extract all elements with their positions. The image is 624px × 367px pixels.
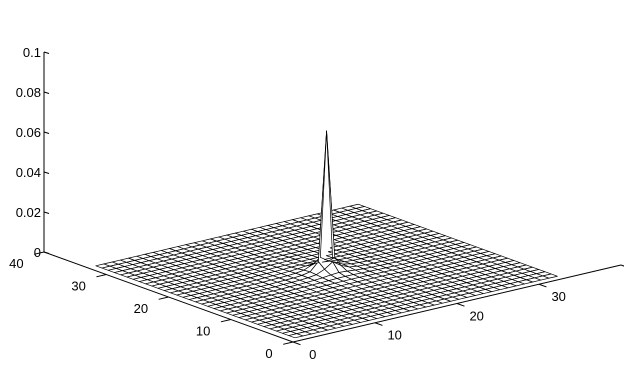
x-tick-mark xyxy=(292,341,301,346)
z-tick-label: 0.1 xyxy=(23,45,41,60)
z-tick-label: 0.06 xyxy=(16,125,41,140)
surface-mesh xyxy=(95,130,558,339)
z-tick-mark xyxy=(43,171,50,174)
z-tick-label: 0.02 xyxy=(16,205,41,220)
x-tick-mark xyxy=(620,264,624,267)
y-tick-label: 20 xyxy=(134,301,148,316)
x-tick-mark xyxy=(456,303,465,307)
y-tick-label: 30 xyxy=(71,278,85,293)
z-tick-label: 0.08 xyxy=(16,85,41,100)
z-tick-mark xyxy=(43,131,50,134)
tick-labels: 01020304001020304000.020.040.060.080.1 xyxy=(9,45,566,362)
y-tick-mark xyxy=(220,319,231,323)
x-tick-mark xyxy=(374,322,383,326)
z-tick-mark xyxy=(43,51,50,54)
plot-axes xyxy=(34,51,624,346)
z-tick-label: 0.04 xyxy=(16,165,41,180)
x-tick-mark xyxy=(538,283,547,288)
x-tick-label: 10 xyxy=(387,328,401,343)
x-tick-label: 20 xyxy=(469,308,483,323)
y-tick-label: 10 xyxy=(196,323,210,338)
y-tick-label: 0 xyxy=(265,346,272,361)
z-tick-label: 0 xyxy=(34,245,41,260)
y-tick-mark xyxy=(283,341,294,345)
y-tick-mark xyxy=(96,274,107,278)
z-tick-mark xyxy=(43,251,50,254)
y-tick-mark xyxy=(158,296,169,300)
z-tick-mark xyxy=(43,211,50,214)
x-tick-label: 0 xyxy=(309,347,316,362)
z-tick-mark xyxy=(43,91,50,94)
y-tick-label: 40 xyxy=(9,256,23,271)
x-tick-label: 30 xyxy=(551,289,565,304)
mesh-cell xyxy=(542,273,558,279)
y-tick-mark xyxy=(34,251,45,255)
